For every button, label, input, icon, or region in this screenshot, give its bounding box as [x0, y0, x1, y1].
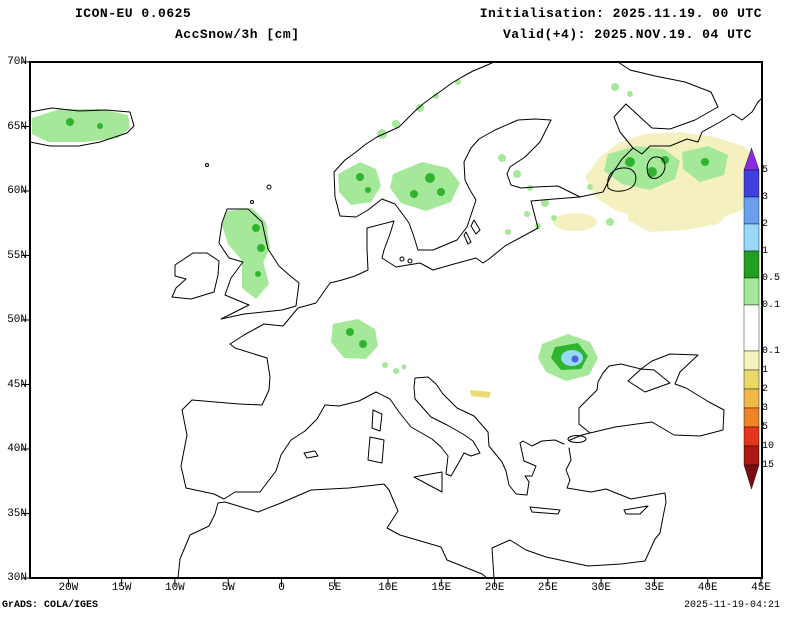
lat-ticks: [22, 61, 30, 579]
coastline-ireland: [171, 252, 220, 300]
lon-label: 45E: [751, 582, 771, 594]
coastline-cyprus: [623, 505, 649, 515]
danish-islands: [399, 256, 405, 262]
colorbar-label: 0.5: [762, 273, 781, 284]
shading-blue: [571, 355, 579, 363]
coastline-turkey-levant-africa-east: [491, 447, 667, 578]
coastline-crimea: [627, 368, 671, 393]
coastline-balkans-greece: [427, 376, 591, 496]
map-frame: [29, 61, 763, 579]
coastline-black-sea: [578, 353, 725, 437]
coastline-corsica: [371, 409, 383, 432]
colorbar-label: 3: [762, 192, 769, 203]
variable-title: AccSnow/3h [cm]: [175, 27, 300, 42]
coastline-kola-white-sea: [613, 62, 719, 149]
colorbar-label: 1: [762, 246, 769, 257]
lon-label: 10E: [378, 582, 398, 594]
lon-label: 35E: [644, 582, 665, 594]
colorbar-arrow-bottom: [743, 464, 760, 490]
lon-label: 40E: [697, 582, 718, 594]
colorbar-segment: [743, 304, 760, 352]
coastline-scandinavia-baltic-side: [339, 118, 581, 251]
colorbar-label: 2: [762, 384, 769, 395]
lon-label: 20W: [58, 582, 79, 594]
colorbar-segment: [743, 407, 760, 428]
shading-yellow: [470, 390, 491, 398]
lat-label: 35N: [7, 507, 27, 520]
lat-label: 65N: [7, 120, 27, 133]
colorbar-label: 2: [762, 219, 769, 230]
lon-label: 0: [278, 582, 285, 594]
lon-ticks: [67, 578, 762, 586]
lon-label: 15W: [111, 582, 132, 594]
colorbar-label: 3: [762, 403, 769, 414]
valid-time: Valid(+4): 2025.NOV.19. 04 UTC: [502, 27, 752, 42]
lon-label: 10W: [164, 582, 185, 594]
lat-label: 60N: [7, 185, 27, 197]
sea-of-marmara: [567, 435, 587, 443]
colorbar-label: 15: [762, 460, 775, 471]
colorbar-segment: [743, 369, 760, 390]
lake-onega: [646, 156, 666, 179]
init-time: Initialisation: 2025.11.19. 00 UTC: [479, 6, 762, 21]
plot-timestamp: 2025-11-19-04:21: [683, 600, 780, 611]
coastline-sicily: [413, 471, 443, 493]
lat-label: 70N: [7, 56, 27, 68]
lon-label: 25E: [537, 582, 558, 594]
coastline-sardinia: [367, 436, 385, 464]
lake-ladoga: [607, 167, 637, 192]
lon-label: 5W: [221, 582, 235, 594]
colorbar-segment: [743, 169, 760, 198]
colorbar-label: 10: [762, 441, 775, 452]
colorbar-label: 1: [762, 365, 769, 376]
lat-label: 30N: [7, 572, 27, 584]
shetland-islands: [266, 184, 272, 190]
coastline-gotland: [470, 219, 481, 235]
coastline-norway-west: [333, 62, 495, 217]
colorbar-segment: [743, 426, 760, 447]
shading-light-green: [32, 79, 728, 381]
colorbar-label: 5: [762, 165, 769, 176]
faroe-islands: [205, 163, 209, 167]
colorbar-label: 0.1: [762, 346, 781, 357]
coastline-mallorca: [303, 450, 319, 459]
colorbar-segment: [743, 350, 760, 371]
coastline-atlantic-europe-baltic: [180, 97, 762, 500]
colorbar-segment: [743, 445, 760, 466]
coastline-britain: [218, 208, 300, 320]
grads-credit: GrADS: COLA/IGES: [2, 600, 99, 611]
coastline-mediterranean-spain-france: [223, 391, 377, 500]
model-title: ICON-EU 0.0625: [75, 6, 192, 21]
coastline-italy: [375, 376, 481, 477]
lat-label: 50N: [7, 314, 27, 326]
lon-label: 20E: [484, 582, 505, 594]
colorbar-segment: [743, 277, 760, 306]
lon-label: 30E: [591, 582, 611, 594]
coastline-oland: [463, 231, 472, 245]
lon-label: 5E: [328, 582, 342, 594]
lon-label: 15E: [431, 582, 452, 594]
colorbar-segment: [743, 196, 760, 225]
colorbar: [743, 147, 760, 490]
colorbar-label: 5: [762, 422, 769, 433]
colorbar-segment: [743, 223, 760, 252]
coastline-africa-west: [177, 483, 488, 578]
lat-label: 55N: [7, 249, 27, 262]
colorbar-label: 0.1: [762, 300, 781, 311]
coastlines: [30, 62, 762, 578]
orkney-islands: [250, 200, 254, 204]
coastline-crete: [529, 506, 561, 515]
danish-islands-2: [407, 258, 413, 264]
colorbar-segment: [743, 250, 760, 279]
lat-label: 45N: [7, 378, 27, 391]
coastline-iceland: [30, 107, 135, 147]
lat-label: 40N: [7, 443, 27, 455]
colorbar-segment: [743, 388, 760, 409]
